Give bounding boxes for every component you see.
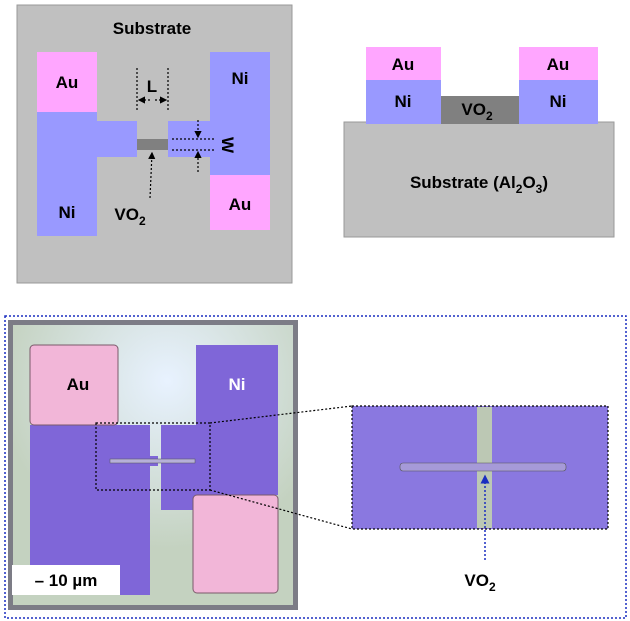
label-part: O [522,173,535,192]
label: Ni [550,92,567,111]
ni-arm [115,425,150,510]
cross-section: Au Ni VO2 Ni Au Substrate (Al2O3) [344,47,614,237]
label: Substrate [113,19,191,38]
label: Ni [395,92,412,111]
ni-arm [161,425,196,510]
ni-electrode [196,345,278,495]
label-part: ) [542,173,548,192]
vo2-channel [400,463,566,471]
figure: Substrate Au Ni Ni Au L W VO2 Au Ni VO2 [0,0,630,621]
label: Au [229,195,252,214]
label: Ni [232,69,249,88]
au-electrode [193,495,278,593]
label: Au [547,55,570,74]
label: Au [56,73,79,92]
vo2-channel [137,139,168,150]
label-part: Substrate (Al [410,173,516,192]
label: VO2 [464,571,496,594]
label: L [147,77,157,96]
vo2-channel [110,459,195,463]
label: Au [67,375,90,394]
label: Ni [229,375,246,394]
ni-arm [97,121,137,157]
top-view: Substrate Au Ni Ni Au L W VO2 [17,5,292,283]
label: Au [392,55,415,74]
label: W [218,137,237,154]
scale-bar: – 10 µm [35,571,98,590]
label: Ni [59,203,76,222]
micrograph: Au Ni – 10 µm VO2 [5,316,626,618]
